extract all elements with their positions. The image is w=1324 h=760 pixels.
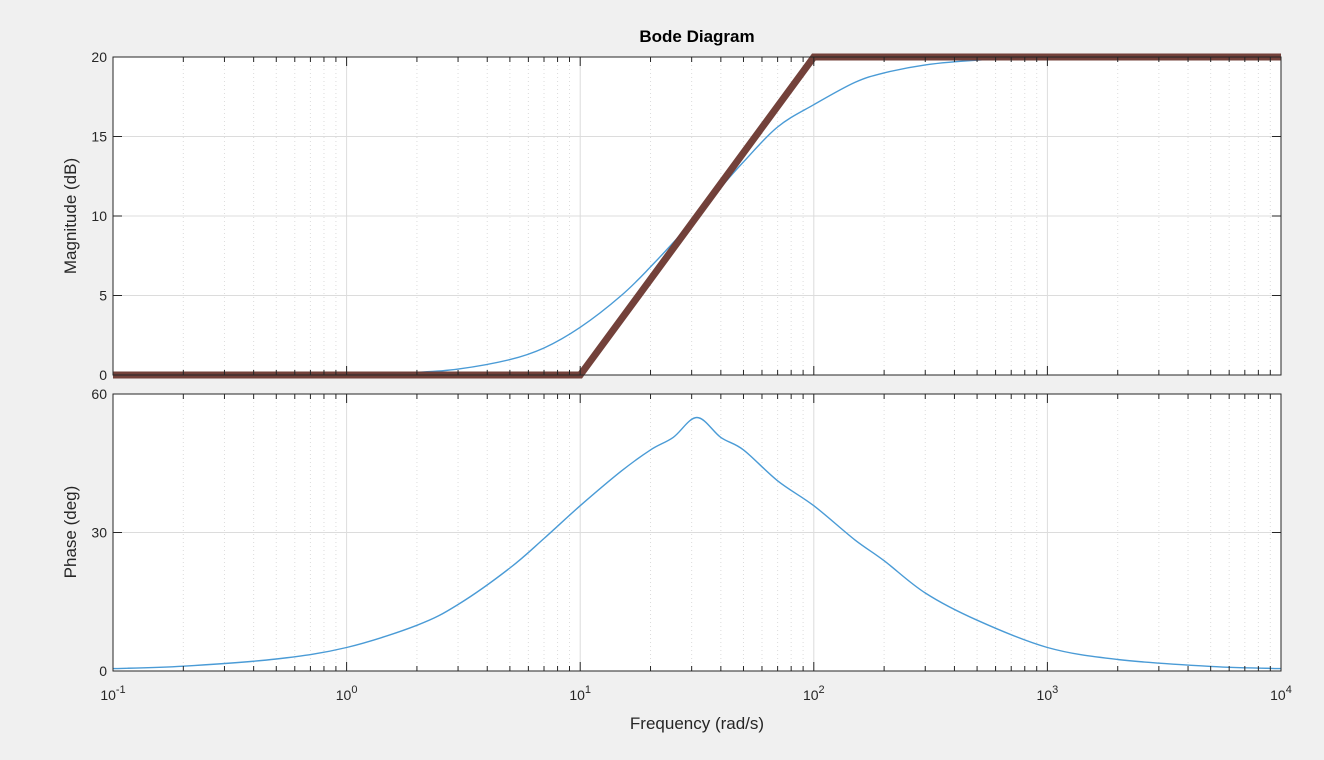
magnitude-y-tick-label: 15 (91, 129, 107, 145)
magnitude-y-tick-label: 5 (99, 288, 107, 304)
magnitude-y-tick-label: 0 (99, 367, 107, 383)
phase-ylabel: Phase (deg) (61, 486, 80, 579)
x-tick-label: 10-1 (100, 684, 125, 703)
magnitude-axes: 0 5 10 15 20 Magnitude (dB) (61, 49, 1282, 383)
magnitude-y-tick-label: 20 (91, 49, 107, 65)
phase-grid (112, 394, 1281, 671)
x-tick-label: 101 (569, 684, 591, 703)
magnitude-y-ticks: 0 5 10 15 20 (91, 49, 1281, 383)
phase-y-tick-label: 30 (91, 525, 107, 541)
magnitude-y-tick-label: 10 (91, 208, 107, 224)
chart-title: Bode Diagram (639, 27, 754, 46)
phase-y-tick-label: 0 (99, 663, 107, 679)
phase-y-ticks: 0 30 60 (91, 386, 1281, 679)
x-tick-label: 103 (1037, 684, 1059, 703)
x-tick-label: 104 (1270, 684, 1292, 703)
x-tick-labels: 10-1 100 101 102 103 104 (100, 684, 1292, 703)
phase-series (112, 416, 1282, 670)
phase-y-tick-label: 60 (91, 386, 107, 402)
magnitude-ylabel: Magnitude (dB) (61, 158, 80, 274)
x-tick-label: 100 (336, 684, 358, 703)
magnitude-grid (112, 57, 1281, 375)
phase-x-ticks (112, 394, 1271, 671)
x-axis-label: Frequency (rad/s) (630, 714, 764, 733)
phase-axes: 0 30 60 Phase (deg) (61, 386, 1282, 679)
phase-response-line (112, 416, 1282, 670)
x-tick-label: 102 (803, 684, 825, 703)
magnitude-x-ticks (112, 57, 1271, 375)
